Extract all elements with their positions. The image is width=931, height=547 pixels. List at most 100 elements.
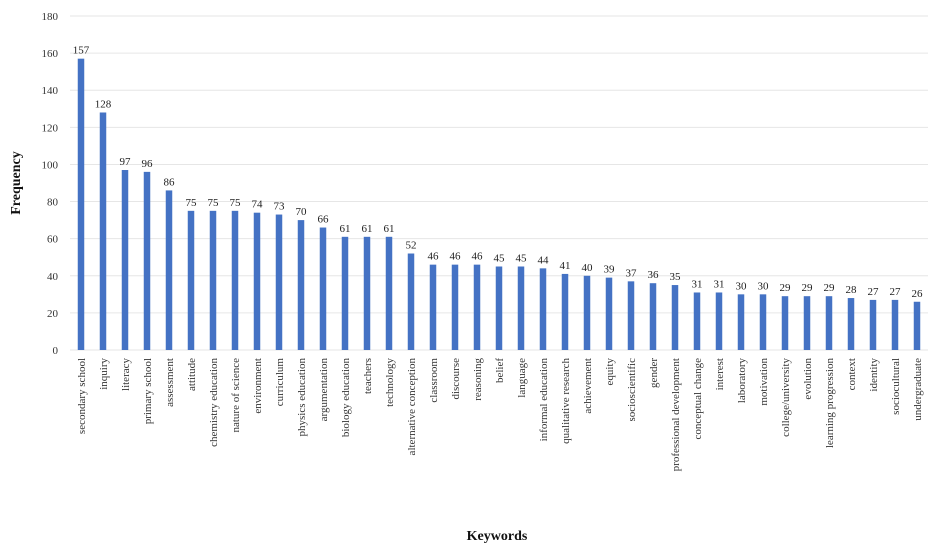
- bar: [77, 58, 85, 351]
- bar: [165, 190, 173, 350]
- data-label: 97: [120, 156, 132, 168]
- data-label: 46: [428, 251, 440, 263]
- data-label: 66: [318, 214, 330, 226]
- bars: [77, 58, 921, 351]
- bar: [407, 253, 415, 350]
- x-tick-label: physics education: [296, 358, 308, 437]
- bar: [99, 112, 107, 350]
- bar: [363, 236, 371, 350]
- x-tick-label: chemistry education: [208, 358, 220, 447]
- x-tick-label: teachers: [362, 358, 374, 394]
- x-tick-label: nature of science: [230, 358, 242, 433]
- x-tick-label: informal education: [538, 358, 550, 442]
- x-tick-label: belief: [494, 358, 506, 383]
- data-label: 157: [73, 45, 90, 57]
- bar: [517, 266, 525, 350]
- bar: [473, 264, 481, 350]
- y-axis-title: Frequency: [9, 151, 24, 215]
- bar: [803, 296, 811, 350]
- x-tick-label: curriculum: [274, 358, 286, 407]
- bar: [341, 236, 349, 350]
- x-tick-label: sociocultural: [890, 358, 902, 415]
- y-tick-label: 60: [47, 234, 59, 246]
- bar: [781, 296, 789, 350]
- x-tick-label: classroom: [428, 358, 440, 403]
- x-tick-label: motivation: [758, 358, 770, 406]
- bar: [143, 171, 151, 350]
- x-tick-label: primary school: [142, 358, 154, 424]
- x-tick-label: alternative conception: [406, 358, 418, 456]
- y-tick-label: 80: [47, 197, 59, 209]
- data-label: 46: [450, 251, 462, 263]
- bar: [319, 227, 327, 350]
- data-label: 61: [362, 223, 373, 235]
- x-tick-label: qualitative research: [560, 358, 572, 444]
- data-label: 36: [648, 269, 660, 281]
- bar: [649, 283, 657, 350]
- y-tick-label: 100: [42, 159, 59, 171]
- bar: [605, 277, 613, 350]
- x-tick-label: conceptual change: [692, 358, 704, 440]
- bar: [561, 273, 569, 350]
- x-tick-label: technology: [384, 358, 396, 407]
- bar: [869, 299, 877, 350]
- data-label: 75: [230, 197, 242, 209]
- y-tick-label: 160: [42, 48, 59, 60]
- bar: [429, 264, 437, 350]
- data-label: 44: [538, 254, 550, 266]
- x-tick-label: inquiry: [98, 358, 110, 390]
- bar: [627, 281, 635, 350]
- x-tick-label: environment: [252, 358, 264, 414]
- x-tick-label: socioscientific: [626, 358, 638, 422]
- data-label: 96: [142, 158, 154, 170]
- data-label: 27: [890, 286, 902, 298]
- x-axis-title: Keywords: [467, 529, 528, 544]
- x-tick-label: evolution: [802, 358, 814, 400]
- data-label: 75: [208, 197, 220, 209]
- x-tick-label: professional development: [670, 358, 682, 471]
- x-axis-category-labels: secondary school inquiry literacy primary s…: [76, 358, 924, 472]
- data-label: 52: [406, 240, 417, 252]
- data-label: 40: [582, 262, 594, 274]
- y-tick-label: 20: [47, 308, 59, 320]
- x-tick-label: learning progression: [824, 358, 836, 449]
- data-label: 41: [560, 260, 571, 272]
- bar: [231, 210, 239, 350]
- x-tick-label: interest: [714, 358, 726, 390]
- bar: [693, 292, 701, 350]
- bar: [275, 214, 283, 350]
- bar: [847, 298, 855, 350]
- x-tick-label: laboratory: [736, 358, 748, 404]
- bar: [253, 212, 261, 350]
- bar: [451, 264, 459, 350]
- data-label: 31: [692, 278, 703, 290]
- x-tick-label: literacy: [120, 358, 132, 391]
- data-label: 75: [186, 197, 198, 209]
- data-label: 37: [626, 267, 638, 279]
- bar: [539, 268, 547, 350]
- x-tick-label: secondary school: [76, 358, 88, 434]
- bar: [737, 294, 745, 350]
- data-label: 73: [274, 201, 286, 213]
- bar: [715, 292, 723, 350]
- data-label: 29: [780, 282, 792, 294]
- data-label: 30: [758, 280, 770, 292]
- data-label: 31: [714, 278, 725, 290]
- bar: [121, 170, 129, 350]
- x-tick-label: discourse: [450, 358, 462, 400]
- data-label: 70: [296, 206, 308, 218]
- data-label: 28: [846, 284, 858, 296]
- data-labels: 157 128 97 96 86 75 75 75 74 73 70 66 61 61 61 52 46 46 46…: [73, 45, 923, 300]
- data-label: 61: [340, 223, 351, 235]
- x-tick-label: argumentation: [318, 358, 330, 422]
- bar: [913, 301, 921, 350]
- bar: [495, 266, 503, 350]
- y-axis-ticks: 0 20 40 60 80 100 120 140 160 180: [42, 11, 59, 357]
- bar: [187, 210, 195, 350]
- x-tick-label: equity: [604, 358, 616, 386]
- x-tick-label: attitude: [186, 358, 198, 391]
- x-tick-label: identity: [868, 358, 880, 392]
- data-label: 45: [516, 253, 528, 265]
- data-label: 30: [736, 280, 748, 292]
